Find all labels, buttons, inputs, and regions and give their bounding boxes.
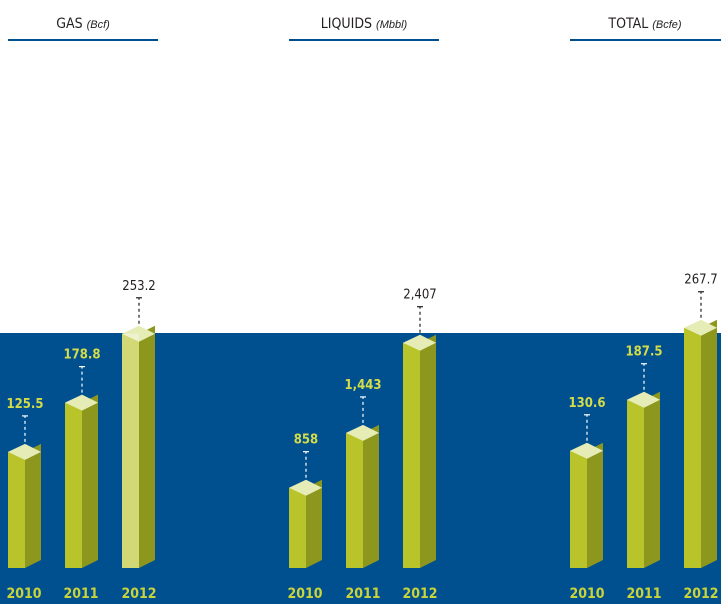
year-label: 2010 — [287, 586, 322, 602]
bar-side-face — [420, 334, 436, 568]
panel-title: TOTAL (Bcfe) — [607, 16, 682, 32]
bar-highlight — [122, 333, 139, 568]
bar-front-face — [346, 432, 363, 568]
bar-2011: 178.8 — [64, 348, 101, 568]
value-label: 253.2 — [122, 279, 155, 294]
bar-top-face — [65, 394, 98, 411]
value-label: 125.5 — [7, 397, 44, 412]
year-label: 2010 — [6, 586, 41, 602]
value-label: 178.8 — [64, 348, 101, 363]
year-label: 2011 — [626, 586, 661, 602]
value-label: 267.7 — [684, 273, 717, 288]
chart-panel-total: TOTAL (Bcfe) 130.6 2010 187.5 2011 267.7 2012 — [569, 16, 721, 602]
year-label: 2012 — [683, 586, 718, 602]
value-label: 1,443 — [345, 378, 382, 393]
panel-unit-text: (Mbbl) — [376, 19, 408, 31]
year-label: 2011 — [345, 586, 380, 602]
bar-front-face — [403, 342, 420, 568]
bar-side-face — [25, 443, 41, 568]
panel-title: GAS (Bcf) — [56, 16, 110, 32]
bar-side-face — [82, 394, 98, 568]
bar-top-face — [684, 319, 717, 336]
bar-top-face — [122, 325, 155, 342]
bar-front-face — [289, 487, 306, 568]
bar-front-face — [627, 399, 644, 568]
bar-front-face — [684, 327, 701, 568]
background-top — [0, 0, 721, 333]
bar-front-face — [122, 333, 139, 568]
year-label: 2011 — [63, 586, 98, 602]
panel-title-text: TOTAL — [607, 16, 648, 32]
panel-title-text: GAS — [56, 16, 82, 32]
year-label: 2012 — [121, 586, 156, 602]
bar-side-face — [587, 442, 603, 568]
bar-2010: 858 — [289, 433, 322, 568]
bar-front-face — [65, 402, 82, 568]
bar-top-face — [570, 442, 603, 459]
bar-front-face — [570, 450, 587, 568]
bar-top-face — [8, 443, 41, 460]
value-label: 187.5 — [626, 345, 663, 360]
bar-top-face — [627, 391, 660, 408]
panel-title-text: LIQUIDS — [321, 16, 372, 32]
bar-side-face — [644, 391, 660, 568]
bar-2012: 253.2 — [122, 279, 156, 568]
bar-2012: 2,407 — [403, 288, 437, 568]
chart-panel-liquids: LIQUIDS (Mbbl) 858 2010 1,443 2011 2,407 2012 — [287, 16, 439, 602]
panel-title: LIQUIDS (Mbbl) — [321, 16, 408, 32]
bar-top-face — [403, 334, 436, 351]
bar-side-face — [363, 424, 379, 568]
value-label: 858 — [294, 433, 318, 448]
bar-2011: 1,443 — [345, 378, 382, 568]
year-label: 2012 — [402, 586, 437, 602]
panel-unit-text: (Bcfe) — [652, 19, 682, 31]
bar-side-face — [139, 325, 155, 568]
bar-side-face — [306, 479, 322, 568]
bar-top-face — [346, 424, 379, 441]
bar-front-face — [8, 451, 25, 568]
value-label: 2,407 — [403, 288, 436, 303]
bar-2012: 267.7 — [684, 273, 718, 568]
bar-2010: 130.6 — [569, 396, 606, 568]
year-label: 2010 — [569, 586, 604, 602]
bar-2011: 187.5 — [626, 345, 663, 568]
panel-unit-text: (Bcf) — [87, 19, 111, 31]
bar-side-face — [701, 319, 717, 568]
bar-top-face — [289, 479, 322, 496]
bar-2010: 125.5 — [7, 397, 44, 568]
chart-panel-gas: GAS (Bcf) 125.5 2010 178.8 2011 253.2 2012 — [6, 16, 158, 602]
value-label: 130.6 — [569, 396, 606, 411]
